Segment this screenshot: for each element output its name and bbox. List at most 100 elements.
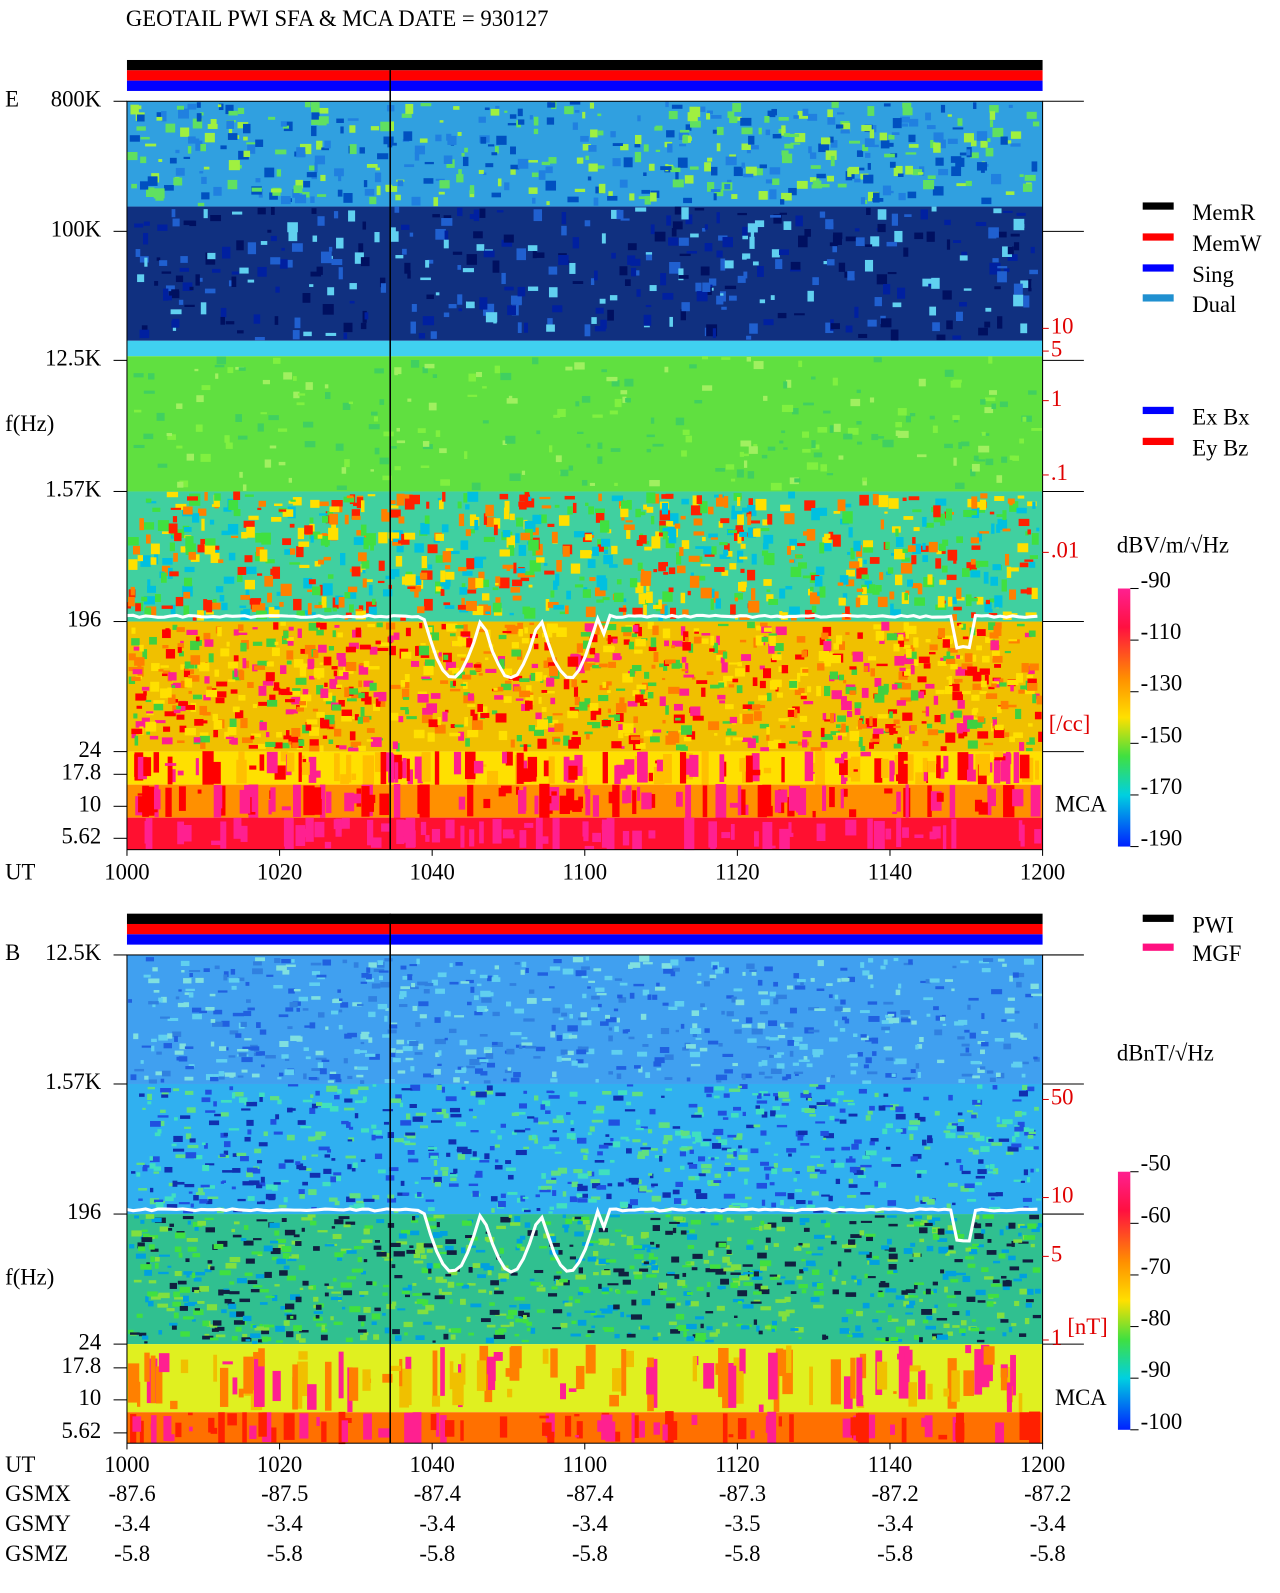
spectrogram-pixel bbox=[568, 739, 579, 749]
spectrogram-pixel bbox=[215, 691, 227, 698]
spectrogram-pixel bbox=[723, 1193, 736, 1199]
spectrogram-pixel bbox=[1027, 529, 1031, 535]
spectrogram-pixel bbox=[1031, 533, 1039, 545]
spectrogram-pixel bbox=[414, 543, 424, 553]
spectrogram-pixel bbox=[479, 1059, 489, 1063]
spectrogram-pixel bbox=[589, 702, 599, 711]
spectrogram-pixel bbox=[428, 719, 439, 728]
spectrogram-pixel bbox=[891, 725, 901, 728]
spectrogram-pixel bbox=[239, 267, 249, 274]
spectrogram-pixel bbox=[185, 536, 194, 549]
spectrogram-pixel bbox=[207, 123, 218, 129]
spectrogram-pixel bbox=[821, 734, 833, 740]
spectrogram-pixel bbox=[958, 442, 962, 449]
spectrogram-pixel bbox=[763, 1166, 776, 1171]
spectrogram-pixel bbox=[845, 819, 857, 836]
spectrogram-pixel bbox=[972, 1075, 980, 1079]
spectrogram-pixel bbox=[905, 415, 912, 423]
spectrogram-pixel bbox=[857, 595, 868, 606]
spectrogram-pixel bbox=[179, 700, 186, 712]
spectrogram-pixel bbox=[675, 1130, 681, 1136]
spectrogram-pixel bbox=[244, 1038, 252, 1041]
spectrogram-pixel bbox=[336, 118, 344, 124]
spectrogram-pixel bbox=[869, 397, 875, 403]
spectrogram-pixel bbox=[400, 986, 411, 990]
spectrogram-pixel bbox=[166, 1204, 178, 1209]
spectrogram-pixel bbox=[592, 795, 600, 817]
spectrogram-pixel bbox=[520, 577, 530, 582]
spectrogram-pixel bbox=[816, 178, 820, 182]
spectrogram-pixel bbox=[574, 362, 585, 370]
spectrogram-pixel bbox=[652, 994, 658, 1000]
spectrogram-pixel bbox=[357, 1066, 369, 1071]
spectrogram-pixel bbox=[771, 1202, 777, 1208]
spectrogram-pixel bbox=[256, 1184, 263, 1189]
spectrogram-pixel bbox=[867, 106, 875, 116]
spectrogram-pixel bbox=[713, 642, 718, 654]
spectrogram-pixel bbox=[736, 469, 744, 478]
spectrogram-pixel bbox=[964, 653, 973, 663]
spectrogram-pixel bbox=[970, 570, 981, 578]
spectrogram-pixel bbox=[685, 214, 693, 225]
spectrogram-pixel bbox=[138, 1188, 148, 1191]
spectrogram-pixel bbox=[764, 1076, 773, 1079]
spectrogram-pixel bbox=[296, 746, 303, 750]
spectrogram-pixel bbox=[459, 1039, 468, 1046]
spectrogram-pixel bbox=[742, 507, 749, 513]
spectrogram-pixel bbox=[475, 578, 484, 588]
spectrogram-pixel bbox=[550, 1031, 556, 1038]
spectrogram-pixel bbox=[400, 965, 407, 970]
spectrogram-pixel bbox=[1026, 742, 1036, 745]
spectrogram-pixel bbox=[609, 410, 618, 415]
spectrogram-pixel bbox=[465, 600, 477, 612]
spectrogram-pixel bbox=[893, 957, 899, 962]
spectrogram-pixel bbox=[193, 1155, 203, 1160]
spectrogram-pixel bbox=[647, 621, 654, 630]
spectrogram-pixel bbox=[842, 788, 848, 797]
spectrogram-pixel bbox=[894, 574, 903, 586]
spectrogram-pixel bbox=[795, 654, 805, 660]
spectrogram-pixel bbox=[377, 153, 389, 160]
spectrogram-pixel bbox=[1011, 1136, 1016, 1143]
y-axis-label: f(Hz) bbox=[5, 411, 54, 436]
spectrogram-pixel bbox=[717, 623, 729, 627]
spectrogram-pixel bbox=[318, 116, 329, 124]
spectrogram-pixel bbox=[839, 674, 845, 681]
spectrogram-pixel bbox=[535, 1046, 546, 1052]
spectrogram-pixel bbox=[908, 144, 919, 148]
spectrogram-pixel bbox=[700, 1003, 705, 1008]
spectrogram-pixel bbox=[1016, 981, 1022, 988]
spectrogram-pixel bbox=[273, 985, 283, 989]
spectrogram-pixel bbox=[304, 644, 316, 655]
spectrogram-pixel bbox=[590, 1171, 595, 1177]
spectrogram-pixel bbox=[552, 713, 563, 716]
spectrogram-pixel bbox=[809, 586, 814, 592]
spectrogram-pixel bbox=[214, 493, 221, 501]
spectrogram-pixel bbox=[734, 1029, 742, 1034]
spectrogram-pixel bbox=[869, 742, 874, 749]
spectrogram-pixel bbox=[884, 511, 888, 514]
spectrogram-pixel bbox=[744, 1196, 752, 1200]
spectrogram-pixel bbox=[947, 647, 958, 653]
spectrogram-pixel bbox=[238, 1097, 248, 1103]
spectrogram-pixel bbox=[176, 705, 181, 710]
spectrogram-pixel bbox=[978, 802, 988, 815]
spectrogram-pixel bbox=[945, 732, 956, 743]
spectrogram-pixel bbox=[315, 1102, 323, 1106]
spectrogram-pixel bbox=[897, 287, 906, 299]
spectrogram-pixel bbox=[526, 498, 535, 508]
spectrogram-pixel bbox=[201, 1142, 206, 1146]
spectrogram-pixel bbox=[1030, 785, 1041, 817]
spectrogram-pixel bbox=[162, 670, 171, 674]
spectrogram-pixel bbox=[161, 1094, 169, 1098]
spectrogram-pixel bbox=[643, 1189, 653, 1193]
spectrogram-pixel bbox=[747, 1038, 757, 1043]
spectrogram-pixel bbox=[535, 712, 542, 720]
spectrogram-pixel bbox=[601, 720, 611, 727]
spectrogram-pixel bbox=[823, 657, 832, 667]
spectrogram-pixel bbox=[700, 563, 711, 567]
spectrogram-pixel bbox=[156, 1051, 162, 1055]
spectrogram-pixel bbox=[502, 630, 512, 634]
spectrogram-pixel bbox=[277, 1077, 282, 1080]
spectrogram-pixel bbox=[588, 980, 596, 983]
